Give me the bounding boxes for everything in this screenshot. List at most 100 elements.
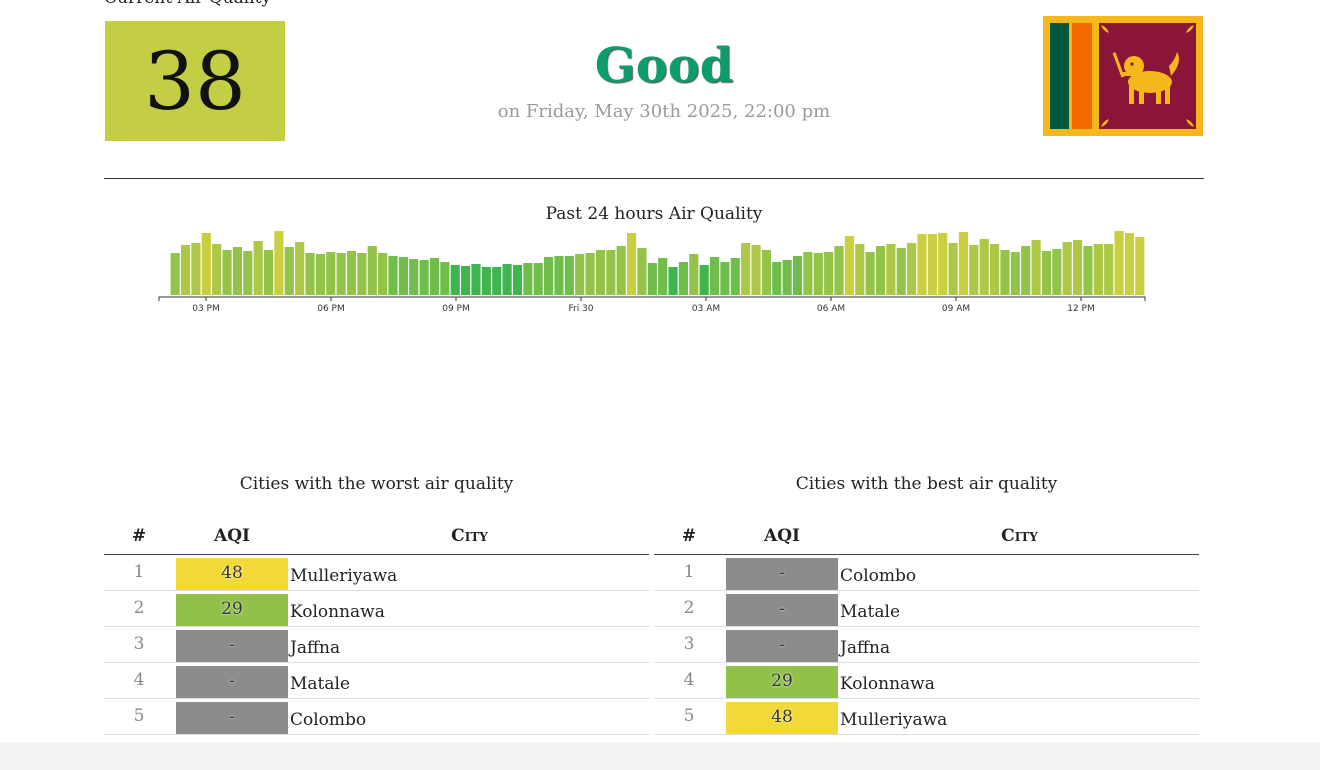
aqi-bar[interactable] [429,258,440,295]
aqi-bar[interactable] [1000,250,1010,295]
city-link[interactable]: Matale [290,674,351,694]
aqi-bar[interactable] [274,231,284,295]
aqi-bar[interactable] [917,234,927,295]
aqi-bar[interactable] [512,265,523,295]
aqi-bar[interactable] [1031,240,1041,295]
aqi-bar[interactable] [201,233,211,295]
aqi-bar[interactable] [212,244,222,295]
city-link[interactable]: Matale [840,602,901,622]
aqi-bar[interactable] [969,245,979,295]
aqi-bar[interactable] [741,243,751,295]
aqi-bar[interactable] [678,262,689,295]
aqi-bar[interactable] [326,252,336,295]
aqi-bar[interactable] [315,254,325,295]
aqi-bar[interactable] [1041,251,1052,295]
city-link[interactable]: Mulleriyawa [290,566,398,586]
aqi-bar[interactable] [378,253,388,295]
aqi-bar[interactable] [253,241,263,295]
city-link[interactable]: Colombo [290,710,367,730]
aqi-bar[interactable] [720,262,730,295]
aqi-bar[interactable] [191,243,201,295]
aqi-bar[interactable] [1124,233,1135,295]
aqi-bar[interactable] [595,250,606,295]
city-link[interactable]: Kolonnawa [840,674,935,694]
aqi-bar[interactable] [958,232,969,295]
aqi-bar[interactable] [492,267,502,295]
aqi-bar[interactable] [388,256,398,295]
aqi-bar[interactable] [471,264,481,295]
aqi-bar[interactable] [938,233,948,295]
aqi-bar[interactable] [284,247,294,295]
aqi-bar[interactable] [907,243,917,295]
aqi-bar[interactable] [575,254,585,295]
aqi-bar[interactable] [295,242,305,295]
aqi-bar[interactable] [792,256,803,295]
aqi-bar[interactable] [222,250,232,295]
aqi-bar[interactable] [948,243,958,295]
aqi-bar[interactable] [1083,246,1093,295]
aqi-bar[interactable] [170,253,180,295]
aqi-bar[interactable] [730,258,740,295]
aqi-bar[interactable] [533,263,543,295]
aqi-bar[interactable] [990,244,1000,295]
aqi-bar[interactable] [564,256,574,295]
aqi-bar[interactable] [585,253,595,295]
aqi-bar[interactable] [1010,252,1020,295]
city-link[interactable]: Jaffna [840,638,891,658]
aqi-bar[interactable] [834,246,844,295]
aqi-bar[interactable] [875,246,886,295]
aqi-bar[interactable] [668,267,678,295]
aqi-bar[interactable] [1114,231,1124,295]
aqi-bar[interactable] [1052,249,1062,295]
aqi-bar[interactable] [844,236,854,295]
aqi-bar[interactable] [243,251,253,295]
aqi-bar[interactable] [886,244,896,295]
aqi-bar[interactable] [626,233,637,295]
aqi-bar[interactable] [647,263,657,295]
aqi-bar[interactable] [263,250,274,295]
aqi-bar[interactable] [398,257,408,295]
aqi-bar[interactable] [367,246,377,295]
aqi-bar[interactable] [1021,246,1031,295]
aqi-bar[interactable] [616,246,626,295]
aqi-bar[interactable] [855,244,865,295]
aqi-bar[interactable] [979,239,989,295]
aqi-bar[interactable] [544,257,554,295]
aqi-bar[interactable] [481,267,491,295]
aqi-bar[interactable] [865,252,875,295]
aqi-bar[interactable] [1093,244,1103,295]
aqi-bar[interactable] [761,250,771,295]
aqi-bar[interactable] [305,253,315,295]
aqi-bar[interactable] [1104,244,1114,295]
aqi-bar[interactable] [1135,237,1145,295]
city-link[interactable]: Mulleriyawa [840,710,948,730]
city-link[interactable]: Jaffna [290,638,341,658]
aqi-bar[interactable] [1072,240,1083,295]
aqi-bar[interactable] [336,253,346,295]
aqi-bar[interactable] [357,253,367,295]
city-link[interactable]: Kolonnawa [290,602,385,622]
aqi-bar[interactable] [699,265,709,295]
aqi-bar[interactable] [813,253,823,295]
aqi-bar[interactable] [523,263,533,295]
aqi-bar[interactable] [554,256,564,295]
aqi-bar[interactable] [1062,242,1072,295]
aqi-bar[interactable] [502,264,512,295]
aqi-bar[interactable] [658,258,668,295]
aqi-bar[interactable] [419,260,429,295]
aqi-bar[interactable] [927,234,937,295]
aqi-bar[interactable] [180,245,191,295]
aqi-bar[interactable] [751,245,761,295]
aqi-bar[interactable] [782,260,792,295]
aqi-bar[interactable] [803,252,813,295]
aqi-bar[interactable] [772,262,782,295]
aqi-bar[interactable] [709,257,720,295]
aqi-bar[interactable] [409,259,419,295]
aqi-bar[interactable] [606,250,616,295]
aqi-bar[interactable] [232,247,242,295]
aqi-bar[interactable] [689,254,699,295]
aqi-bar[interactable] [896,248,906,295]
aqi-bar[interactable] [461,266,471,295]
aqi-bar[interactable] [440,262,450,295]
aqi-bar[interactable] [346,251,357,295]
